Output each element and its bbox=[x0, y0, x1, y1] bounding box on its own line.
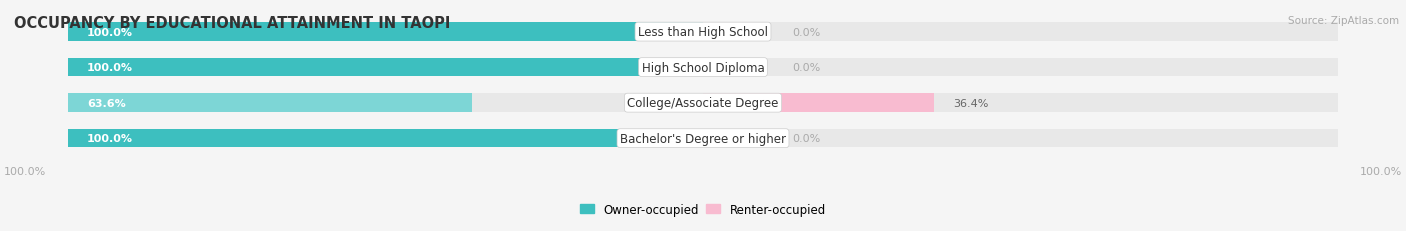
Text: 100.0%: 100.0% bbox=[1360, 166, 1402, 176]
Text: 100.0%: 100.0% bbox=[87, 63, 132, 73]
Text: Source: ZipAtlas.com: Source: ZipAtlas.com bbox=[1288, 16, 1399, 26]
Text: Bachelor's Degree or higher: Bachelor's Degree or higher bbox=[620, 132, 786, 145]
Text: 36.4%: 36.4% bbox=[953, 98, 988, 108]
Text: College/Associate Degree: College/Associate Degree bbox=[627, 97, 779, 110]
Bar bbox=[67, 129, 703, 148]
Text: 100.0%: 100.0% bbox=[87, 27, 132, 37]
Text: OCCUPANCY BY EDUCATIONAL ATTAINMENT IN TAOPI: OCCUPANCY BY EDUCATIONAL ATTAINMENT IN T… bbox=[14, 16, 450, 31]
Text: 0.0%: 0.0% bbox=[792, 134, 820, 144]
Legend: Owner-occupied, Renter-occupied: Owner-occupied, Renter-occupied bbox=[575, 198, 831, 220]
Bar bbox=[67, 94, 1339, 112]
Bar bbox=[67, 129, 1339, 148]
Bar bbox=[67, 59, 1339, 77]
Bar bbox=[67, 23, 703, 42]
Bar bbox=[67, 94, 472, 112]
Text: 0.0%: 0.0% bbox=[792, 63, 820, 73]
Text: 100.0%: 100.0% bbox=[4, 166, 46, 176]
Bar bbox=[67, 59, 703, 77]
Text: Less than High School: Less than High School bbox=[638, 26, 768, 39]
Text: High School Diploma: High School Diploma bbox=[641, 61, 765, 74]
Text: 100.0%: 100.0% bbox=[87, 134, 132, 144]
Bar bbox=[67, 23, 1339, 42]
Text: 0.0%: 0.0% bbox=[792, 27, 820, 37]
Bar bbox=[703, 94, 934, 112]
Text: 63.6%: 63.6% bbox=[87, 98, 125, 108]
